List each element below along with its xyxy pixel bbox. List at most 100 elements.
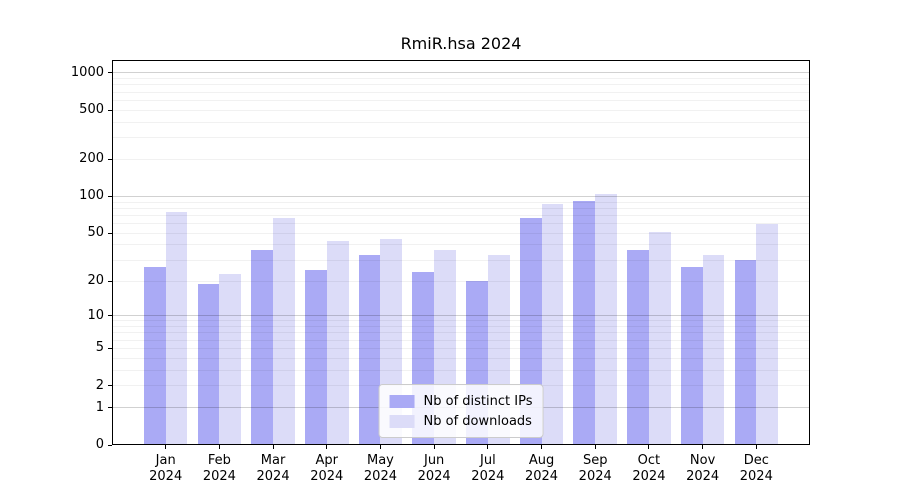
x-axis-label: Aug 2024: [512, 453, 572, 485]
gridline-minor: [112, 201, 810, 203]
x-axis-label-line: 2024: [524, 469, 559, 484]
x-axis-label: Feb 2024: [189, 453, 249, 485]
legend-label-distinct-ips: Nb of distinct IPs: [423, 393, 533, 409]
bar-downloads: [219, 273, 242, 445]
bar-downloads: [702, 255, 725, 445]
x-axis-label-line: Apr: [315, 453, 339, 468]
x-axis-label: Dec 2024: [726, 453, 786, 485]
bar-downloads: [273, 217, 295, 445]
gridline-major: [112, 72, 810, 74]
x-axis-tick: [326, 445, 328, 449]
x-axis-label: Oct 2024: [619, 453, 679, 485]
legend-item-distinct-ips: Nb of distinct IPs: [389, 391, 533, 411]
gridline-minor: [112, 369, 810, 371]
chart-title: RmiR.hsa 2024: [400, 34, 522, 53]
x-axis-label-line: Jul: [480, 453, 496, 468]
x-axis-label: Jan 2024: [136, 453, 196, 485]
x-axis-label-line: Dec: [743, 453, 769, 468]
y-axis-tick: [108, 280, 112, 282]
legend-swatch-downloads: [389, 414, 415, 428]
y-axis-tick: [108, 347, 112, 349]
gridline-minor: [112, 137, 810, 139]
y-axis-label: 100: [79, 188, 104, 204]
bar-downloads: [595, 193, 618, 445]
y-axis-label: 5: [95, 340, 104, 356]
x-axis-label-line: Mar: [260, 453, 286, 468]
bar-distinct-ips: [143, 267, 166, 445]
bar-distinct-ips: [358, 255, 381, 445]
bar-downloads: [756, 224, 779, 445]
gridline-minor: [112, 99, 810, 101]
x-axis-label-line: Aug: [528, 453, 555, 468]
x-axis-label-line: Oct: [637, 453, 661, 468]
gridline-major: [112, 195, 810, 197]
gridline-minor: [112, 339, 810, 341]
y-axis-tick: [108, 158, 112, 160]
x-axis-tick: [165, 445, 167, 449]
x-axis-label-line: 2024: [578, 469, 612, 484]
legend-label-downloads: Nb of downloads: [423, 413, 532, 429]
x-axis-label: Nov 2024: [673, 453, 733, 485]
bar-distinct-ips: [680, 267, 703, 445]
bar-downloads: [648, 232, 671, 445]
x-axis-label: Sep 2024: [565, 453, 625, 485]
x-axis-label-line: 2024: [739, 469, 773, 484]
plot-area: Nb of distinct IPs Nb of downloads Jan 20…: [71, 60, 810, 484]
y-axis-label: 1000: [70, 64, 104, 80]
x-axis-label-line: 2024: [363, 469, 397, 484]
gridline-minor: [112, 332, 810, 334]
bar-distinct-ips: [197, 283, 220, 445]
x-axis-label-line: Nov: [689, 453, 716, 468]
x-axis-label-line: Sep: [582, 453, 608, 468]
x-axis-label-line: Jan: [155, 453, 176, 468]
bar-downloads: [541, 203, 564, 445]
gridline-minor: [112, 109, 810, 111]
gridline-minor: [112, 223, 810, 225]
y-axis-tick: [108, 195, 112, 197]
x-axis-tick: [218, 445, 220, 449]
y-axis-tick: [108, 407, 112, 409]
x-axis-tick: [702, 445, 704, 449]
bar-downloads: [165, 212, 188, 445]
bar-distinct-ips: [734, 260, 757, 445]
gridline-minor: [112, 232, 810, 234]
gridline-minor: [112, 347, 810, 349]
y-axis-tick: [108, 72, 112, 74]
bar-distinct-ips: [573, 201, 596, 445]
x-axis-label-line: 2024: [632, 469, 666, 484]
y-axis-tick: [108, 444, 112, 446]
x-axis-tick: [487, 445, 489, 449]
legend-swatch-distinct-ips: [389, 394, 415, 408]
x-axis-tick: [594, 445, 596, 449]
x-axis-label-line: 2024: [310, 469, 344, 484]
x-axis-label: May 2024: [350, 453, 410, 485]
gridline-minor: [112, 158, 810, 160]
bar-distinct-ips: [304, 269, 327, 445]
bar-distinct-ips: [251, 250, 274, 445]
x-axis-label-line: 2024: [149, 469, 183, 484]
y-axis-label: 200: [79, 151, 104, 167]
x-axis-label: Jul 2024: [458, 453, 518, 485]
y-axis-label: 20: [87, 273, 104, 288]
x-axis-label-line: 2024: [686, 469, 720, 484]
x-axis-label-line: 2024: [417, 469, 451, 484]
gridline-minor: [112, 84, 810, 86]
gridline-major: [112, 315, 810, 317]
x-axis-label-line: 2024: [202, 469, 236, 484]
x-axis-label: Jun 2024: [404, 453, 464, 485]
gridline-minor: [112, 244, 810, 246]
gridline-minor: [112, 326, 810, 328]
x-axis-label-line: Jun: [423, 453, 445, 468]
gridline-minor: [112, 214, 810, 216]
y-axis-label: 50: [87, 225, 104, 241]
x-axis-tick: [755, 445, 757, 449]
gridline-minor: [112, 259, 810, 261]
y-axis-label: 10: [87, 307, 104, 323]
x-axis-label-line: Feb: [207, 453, 231, 468]
x-axis-label: Apr 2024: [297, 453, 357, 485]
x-axis-tick: [379, 445, 381, 449]
x-axis-tick: [541, 445, 543, 449]
gridline-minor: [112, 91, 810, 93]
gridline-minor: [112, 280, 810, 282]
